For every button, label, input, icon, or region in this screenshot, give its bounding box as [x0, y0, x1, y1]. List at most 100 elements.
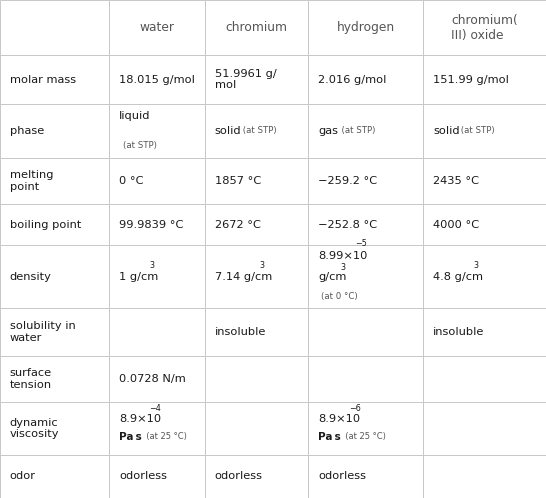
Text: melting
point: melting point	[10, 170, 54, 192]
Bar	[109, 455, 205, 498]
Text: 3: 3	[150, 260, 155, 270]
Text: density: density	[10, 271, 52, 281]
Text: hydrogen: hydrogen	[337, 21, 395, 34]
Bar	[308, 55, 423, 104]
Bar	[423, 308, 546, 356]
Bar	[423, 356, 546, 402]
Bar	[0, 55, 109, 104]
Bar	[308, 205, 423, 245]
Bar	[308, 0, 423, 55]
Bar	[308, 104, 423, 158]
Text: −259.2 °C: −259.2 °C	[318, 176, 377, 186]
Text: water: water	[139, 21, 175, 34]
Bar	[0, 455, 109, 498]
Bar	[423, 455, 546, 498]
Bar	[109, 158, 205, 205]
Bar	[109, 356, 205, 402]
Bar	[0, 104, 109, 158]
Text: 1857 °C: 1857 °C	[215, 176, 261, 186]
Text: chromium: chromium	[225, 21, 288, 34]
Text: solid: solid	[433, 126, 460, 136]
Bar	[0, 0, 109, 55]
Text: 8.9×10: 8.9×10	[119, 414, 161, 424]
Text: (at STP): (at STP)	[240, 126, 276, 135]
Text: odorless: odorless	[215, 472, 263, 482]
Text: 51.9961 g/
mol: 51.9961 g/ mol	[215, 69, 276, 90]
Bar	[423, 245, 546, 308]
Text: 0 °C: 0 °C	[119, 176, 144, 186]
Bar	[423, 104, 546, 158]
Text: solubility in
water: solubility in water	[10, 321, 75, 343]
Bar	[308, 308, 423, 356]
Text: (at 25 °C): (at 25 °C)	[340, 432, 386, 441]
Text: 2.016 g/mol: 2.016 g/mol	[318, 75, 387, 85]
Bar	[308, 356, 423, 402]
Bar	[0, 245, 109, 308]
Text: odorless: odorless	[318, 472, 366, 482]
Text: 8.99×10: 8.99×10	[318, 251, 367, 261]
Bar	[205, 402, 308, 455]
Bar	[109, 0, 205, 55]
Text: (at STP): (at STP)	[336, 126, 376, 135]
Bar	[109, 55, 205, 104]
Text: Pa s: Pa s	[318, 432, 341, 442]
Text: 3: 3	[473, 260, 478, 270]
Bar	[423, 0, 546, 55]
Bar	[0, 158, 109, 205]
Bar	[205, 205, 308, 245]
Text: 4000 °C: 4000 °C	[433, 220, 479, 230]
Text: (at 25 °C): (at 25 °C)	[141, 432, 187, 441]
Text: insoluble: insoluble	[215, 327, 266, 337]
Text: g/cm: g/cm	[318, 271, 347, 281]
Text: 0.0728 N/m: 0.0728 N/m	[119, 374, 186, 384]
Text: −4: −4	[150, 404, 162, 413]
Bar	[0, 308, 109, 356]
Bar	[109, 402, 205, 455]
Bar	[308, 455, 423, 498]
Text: 2672 °C: 2672 °C	[215, 220, 260, 230]
Text: 99.9839 °C: 99.9839 °C	[119, 220, 183, 230]
Bar	[205, 158, 308, 205]
Text: boiling point: boiling point	[10, 220, 81, 230]
Bar	[109, 308, 205, 356]
Text: (at STP): (at STP)	[458, 126, 495, 135]
Text: 3: 3	[259, 260, 264, 270]
Text: 151.99 g/mol: 151.99 g/mol	[433, 75, 509, 85]
Bar	[205, 104, 308, 158]
Bar	[308, 402, 423, 455]
Text: (at 0 °C): (at 0 °C)	[321, 292, 358, 301]
Bar	[109, 205, 205, 245]
Bar	[423, 158, 546, 205]
Bar	[205, 0, 308, 55]
Text: 7.14 g/cm: 7.14 g/cm	[215, 271, 272, 281]
Bar	[423, 205, 546, 245]
Bar	[109, 245, 205, 308]
Text: 18.015 g/mol: 18.015 g/mol	[119, 75, 195, 85]
Text: gas: gas	[318, 126, 339, 136]
Bar	[423, 402, 546, 455]
Text: (at STP): (at STP)	[123, 141, 157, 150]
Bar	[205, 356, 308, 402]
Bar	[0, 205, 109, 245]
Text: 2435 °C: 2435 °C	[433, 176, 479, 186]
Text: chromium(
III) oxide: chromium( III) oxide	[451, 13, 518, 41]
Text: 8.9×10: 8.9×10	[318, 414, 360, 424]
Text: liquid: liquid	[119, 111, 151, 121]
Bar	[205, 455, 308, 498]
Text: −5: −5	[355, 240, 367, 249]
Text: dynamic
viscosity: dynamic viscosity	[10, 418, 60, 439]
Bar	[0, 356, 109, 402]
Text: odorless: odorless	[119, 472, 167, 482]
Bar	[205, 245, 308, 308]
Text: solid: solid	[215, 126, 241, 136]
Text: −252.8 °C: −252.8 °C	[318, 220, 377, 230]
Text: −6: −6	[349, 404, 361, 413]
Text: odor: odor	[10, 472, 36, 482]
Bar	[308, 158, 423, 205]
Text: Pa s: Pa s	[119, 432, 142, 442]
Text: surface
tension: surface tension	[10, 368, 52, 390]
Text: 3: 3	[340, 263, 345, 272]
Bar	[109, 104, 205, 158]
Bar	[308, 245, 423, 308]
Text: phase: phase	[10, 126, 44, 136]
